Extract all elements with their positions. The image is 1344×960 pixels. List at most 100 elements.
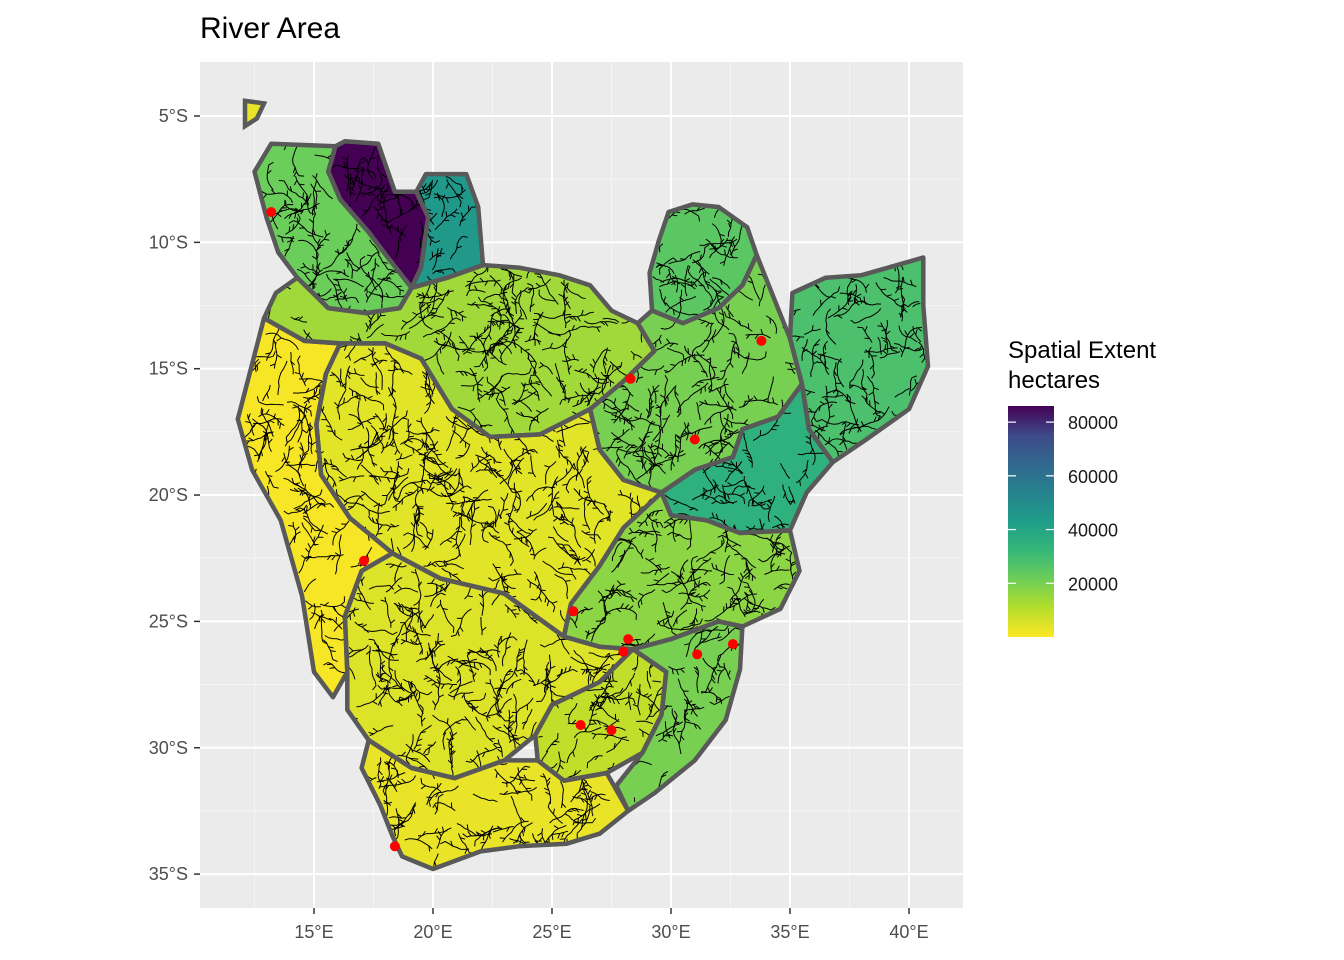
river-line xyxy=(355,167,365,203)
river-line xyxy=(472,793,498,803)
y-axis: 5°S10°S15°S20°S25°S30°S35°S xyxy=(149,106,200,884)
river-line xyxy=(440,592,446,596)
river-line xyxy=(625,444,630,450)
river-line xyxy=(715,387,734,420)
river-line xyxy=(903,303,909,308)
river-line xyxy=(497,635,503,658)
river-line xyxy=(604,676,609,682)
river-line xyxy=(914,378,917,385)
river-line xyxy=(439,586,443,592)
river-line xyxy=(431,461,437,463)
river-line xyxy=(292,384,322,394)
river-line xyxy=(433,189,466,199)
river-line xyxy=(736,597,742,601)
river-line xyxy=(654,445,686,457)
river-line xyxy=(459,489,465,493)
river-line xyxy=(576,813,583,817)
river-line xyxy=(395,500,401,503)
river-line xyxy=(288,504,308,515)
river-line xyxy=(744,399,779,406)
river-line xyxy=(576,452,580,458)
river-line xyxy=(658,338,662,345)
river-line xyxy=(331,371,342,387)
river-line xyxy=(573,770,577,776)
river-line xyxy=(337,389,347,420)
river-line xyxy=(731,597,734,604)
river-line xyxy=(550,762,558,769)
river-line xyxy=(382,269,397,281)
river-line xyxy=(352,476,357,483)
river-line xyxy=(516,658,522,663)
river-line xyxy=(612,587,615,594)
river-line xyxy=(366,192,372,197)
river-line xyxy=(488,577,493,582)
river-line xyxy=(420,785,426,790)
river-line xyxy=(368,319,372,326)
river-line xyxy=(320,609,324,642)
river-line xyxy=(428,785,459,802)
river-line xyxy=(413,568,422,606)
river-line xyxy=(481,649,497,672)
river-line xyxy=(509,560,514,567)
river-line xyxy=(479,277,484,283)
river-line xyxy=(456,678,461,684)
river-line xyxy=(262,193,267,199)
river-line xyxy=(751,499,773,507)
river-line xyxy=(380,467,385,473)
y-tick-label: 35°S xyxy=(149,864,188,884)
river-line xyxy=(371,351,376,357)
river-line xyxy=(554,497,560,500)
river-line xyxy=(727,401,730,408)
river-line xyxy=(453,416,468,428)
river-line xyxy=(565,468,568,475)
river-line xyxy=(521,669,536,687)
river-line xyxy=(675,669,679,676)
river-line xyxy=(764,569,790,575)
river-line xyxy=(719,412,734,433)
river-line xyxy=(742,581,748,584)
river-line xyxy=(492,826,514,833)
river-line xyxy=(779,463,791,479)
river-line xyxy=(394,449,398,455)
river-line xyxy=(897,288,903,290)
river-line xyxy=(716,401,721,407)
river-line xyxy=(482,751,486,758)
river-line xyxy=(534,332,539,337)
river-line xyxy=(409,680,413,687)
river-line xyxy=(361,576,365,582)
river-line xyxy=(762,547,786,563)
river-line xyxy=(422,317,457,338)
river-line xyxy=(911,375,918,379)
river-line xyxy=(346,155,350,192)
river-line xyxy=(747,323,750,329)
river-line xyxy=(387,387,397,418)
river-line xyxy=(256,355,274,358)
river-line xyxy=(365,322,369,329)
river-line xyxy=(721,442,727,446)
river-line xyxy=(615,457,619,463)
river-line xyxy=(522,448,528,451)
river-line xyxy=(683,698,698,717)
river-line xyxy=(318,244,324,247)
river-line xyxy=(530,419,537,422)
river-line xyxy=(676,408,681,413)
river-line xyxy=(604,734,609,740)
river-line xyxy=(508,738,514,743)
river-line xyxy=(436,329,460,356)
river-line xyxy=(458,659,491,670)
river-line xyxy=(546,684,549,690)
river-line xyxy=(571,553,577,557)
river-line xyxy=(450,634,457,637)
river-line xyxy=(316,232,331,269)
river-line xyxy=(773,583,790,591)
river-line xyxy=(303,450,309,455)
river-line xyxy=(429,456,435,459)
river-line xyxy=(435,663,439,669)
river-line xyxy=(361,184,386,217)
river-line xyxy=(319,489,323,495)
river-line xyxy=(276,354,282,359)
river-line xyxy=(288,524,294,527)
river-line xyxy=(592,358,596,364)
river-line xyxy=(291,406,298,409)
river-line xyxy=(493,644,499,649)
